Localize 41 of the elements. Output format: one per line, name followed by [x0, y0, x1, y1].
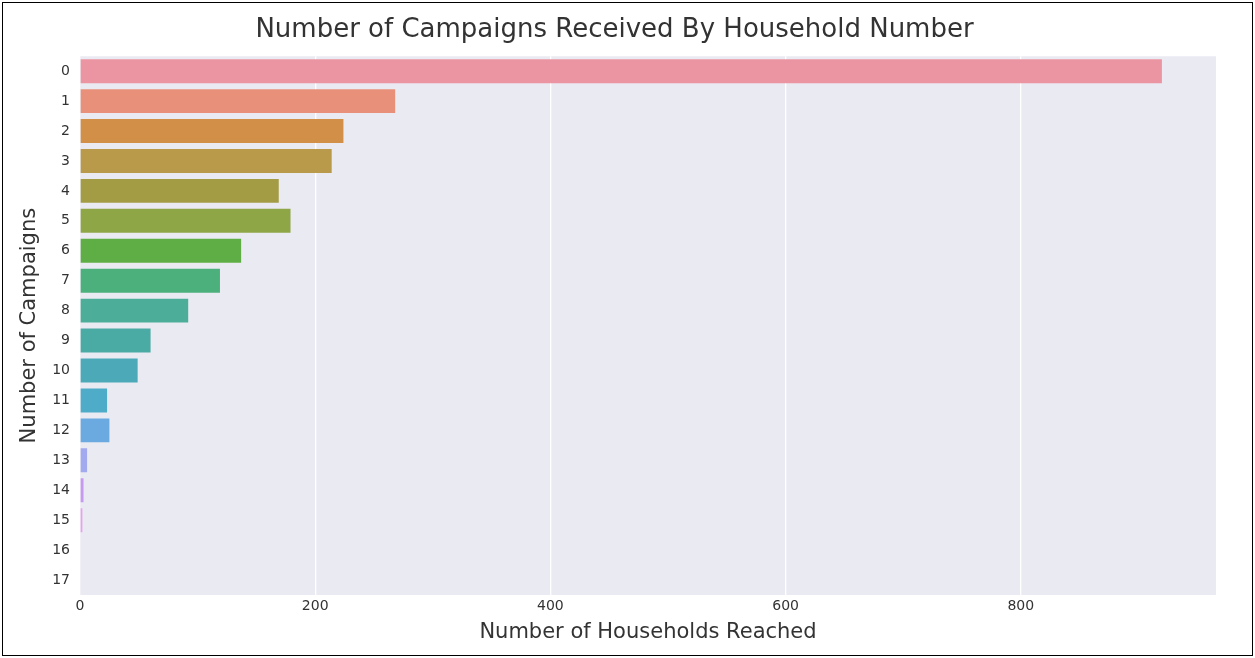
y-tick-label: 5: [61, 211, 71, 228]
bar: [80, 388, 108, 413]
y-tick-label: 15: [52, 510, 71, 527]
y-tick-label: 3: [61, 151, 71, 168]
y-tick-label: 4: [61, 181, 71, 198]
x-tick-label: 800: [1007, 597, 1035, 614]
bar: [80, 418, 110, 443]
x-tick-label: 200: [301, 597, 329, 614]
bar: [80, 119, 344, 144]
y-tick-label: 8: [61, 301, 71, 318]
bar: [80, 178, 279, 203]
y-tick-label: 0: [61, 61, 71, 78]
y-tick-label: 11: [52, 391, 71, 408]
y-tick-label: 17: [52, 570, 71, 587]
y-tick-label: 16: [52, 540, 71, 557]
y-axis-title: Number of Campaigns: [16, 207, 41, 444]
bar: [80, 268, 220, 293]
bar: [80, 478, 84, 503]
x-tick-label: 600: [772, 597, 799, 614]
y-tick-label: 13: [52, 450, 71, 467]
y-tick-label: 9: [61, 331, 71, 348]
y-tick-label: 12: [52, 421, 71, 438]
bar: [80, 238, 242, 263]
bar: [80, 298, 189, 323]
x-axis-title: Number of Households Reached: [479, 618, 817, 643]
bar: [80, 148, 332, 173]
x-tick-label: 400: [537, 597, 564, 614]
y-tick-label: 14: [52, 480, 71, 497]
y-tick-label: 2: [61, 121, 71, 138]
bar: [80, 89, 396, 114]
x-tick-label: 0: [75, 597, 85, 614]
bar: [80, 358, 138, 383]
bar: [80, 448, 88, 473]
y-tick-label: 1: [61, 91, 71, 108]
y-tick-label: 6: [61, 241, 71, 258]
bar: [80, 328, 151, 353]
y-tick-label: 7: [61, 271, 71, 288]
y-tick-label: 10: [52, 361, 71, 378]
chart-title: Number of Campaigns Received By Household Number: [255, 13, 974, 44]
bar: [80, 59, 1162, 84]
bar: [80, 208, 291, 233]
